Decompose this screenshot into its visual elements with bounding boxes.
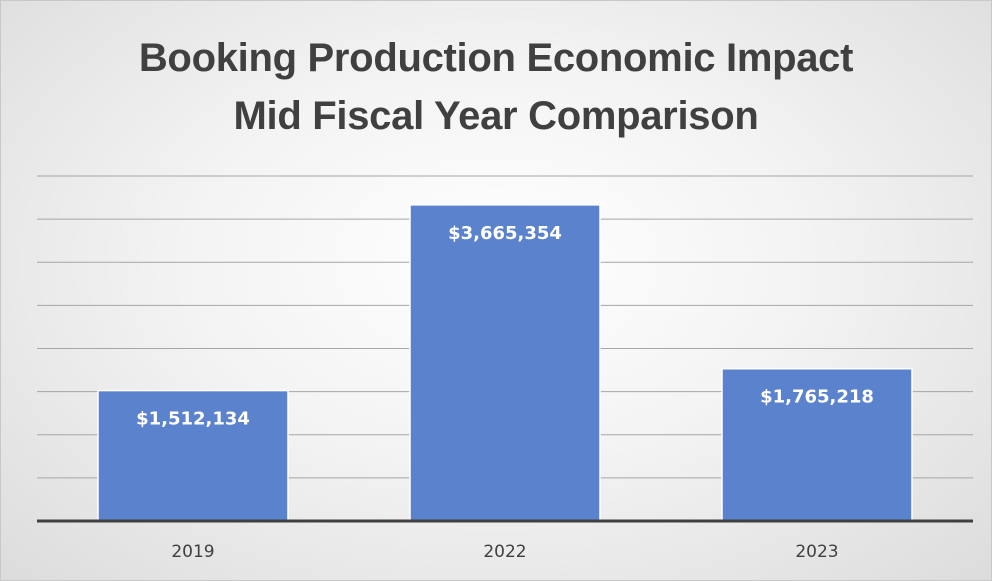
bar-2022 bbox=[409, 204, 601, 522]
bar-2023 bbox=[721, 367, 913, 522]
data-label-2019: $1,512,134 bbox=[136, 409, 250, 430]
bar-2019 bbox=[97, 389, 289, 522]
x-tick-label-2023: 2023 bbox=[795, 542, 838, 562]
chart-title-line-1: Booking Production Economic Impact bbox=[138, 36, 854, 80]
x-tick-label-2022: 2022 bbox=[483, 542, 526, 562]
x-tick-label-2019: 2019 bbox=[171, 542, 214, 562]
data-label-2023: $1,765,218 bbox=[760, 387, 874, 408]
chart-title: Booking Production Economic Impact Mid F… bbox=[1, 29, 991, 145]
data-label-2022: $3,665,354 bbox=[448, 223, 562, 244]
chart-title-line-2: Mid Fiscal Year Comparison bbox=[233, 94, 759, 138]
